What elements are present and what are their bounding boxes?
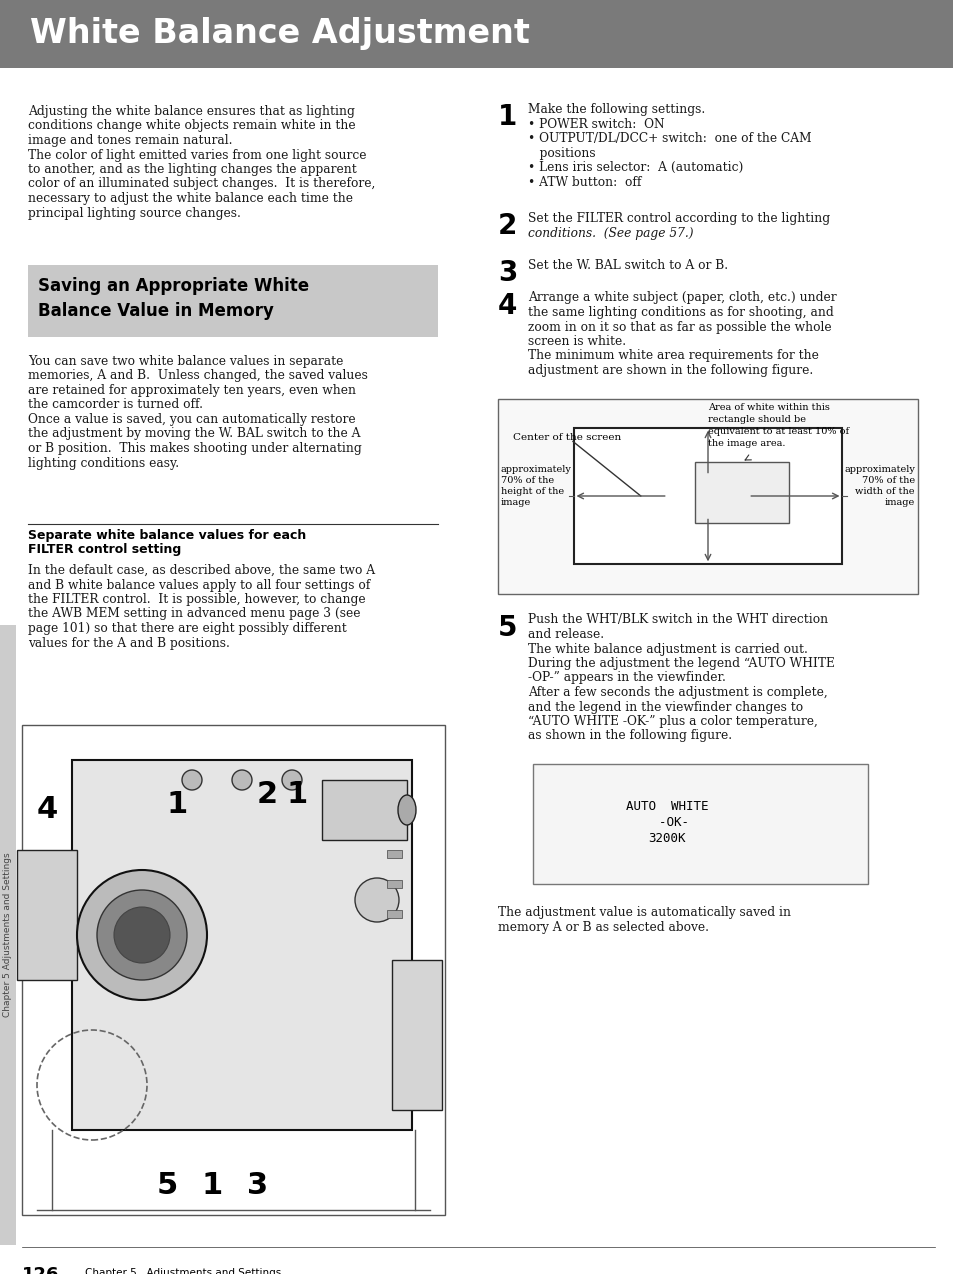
Text: approximately
70% of the
height of the
image: approximately 70% of the height of the i… [500,465,571,507]
Text: and B white balance values apply to all four settings of: and B white balance values apply to all … [28,578,370,591]
Text: 4: 4 [37,795,58,824]
Text: and release.: and release. [527,628,603,641]
Circle shape [182,769,202,790]
Text: 5: 5 [497,614,517,642]
Text: Chapter 5   Adjustments and Settings: Chapter 5 Adjustments and Settings [85,1268,281,1274]
Text: 4: 4 [497,292,517,320]
Text: Once a value is saved, you can automatically restore: Once a value is saved, you can automatic… [28,413,355,426]
Text: • OUTPUT/DL/DCC+ switch:  one of the CAM: • OUTPUT/DL/DCC+ switch: one of the CAM [527,132,811,145]
Text: AUTO  WHITE: AUTO WHITE [625,800,707,813]
Bar [322,780,407,840]
Text: The color of light emitted varies from one light source: The color of light emitted varies from o… [28,149,366,162]
Bar [17,850,77,980]
Text: • POWER switch:  ON: • POWER switch: ON [527,117,664,130]
Text: as shown in the following figure.: as shown in the following figure. [527,730,731,743]
Text: The white balance adjustment is carried out.: The white balance adjustment is carried … [527,642,807,656]
Circle shape [355,878,398,922]
Text: 3: 3 [497,259,517,287]
Text: Push the WHT/BLK switch in the WHT direction: Push the WHT/BLK switch in the WHT direc… [527,614,827,627]
Text: You can save two white balance values in separate: You can save two white balance values in… [28,355,343,368]
Text: 2: 2 [497,211,517,240]
Circle shape [77,870,207,1000]
Text: Chapter 5 Adjustments and Settings: Chapter 5 Adjustments and Settings [4,852,12,1018]
Text: Saving an Appropriate White
Balance Value in Memory: Saving an Appropriate White Balance Valu… [38,276,309,320]
Text: Area of white within this
rectangle should be
equivalent to at least 10% of
the : Area of white within this rectangle shou… [707,404,848,448]
Text: The minimum white area requirements for the: The minimum white area requirements for … [527,349,818,363]
Text: the camcorder is turned off.: the camcorder is turned off. [28,399,203,412]
Bar [694,462,788,524]
Bar [71,761,412,1130]
Text: memory A or B as selected above.: memory A or B as selected above. [497,921,708,934]
Text: • ATW button:  off: • ATW button: off [527,176,640,189]
Text: 3200K: 3200K [648,832,685,845]
Text: Center of the screen: Center of the screen [513,433,620,442]
Text: In the default case, as described above, the same two A: In the default case, as described above,… [28,564,375,577]
Text: the same lighting conditions as for shooting, and: the same lighting conditions as for shoo… [527,306,833,318]
Text: 1: 1 [497,103,517,131]
Text: Adjusting the white balance ensures that as lighting: Adjusting the white balance ensures that… [28,104,355,118]
Text: the AWB MEM setting in advanced menu page 3 (see: the AWB MEM setting in advanced menu pag… [28,608,360,620]
Circle shape [232,769,252,790]
Text: the adjustment by moving the W. BAL switch to the A: the adjustment by moving the W. BAL swit… [28,428,360,441]
Text: 1: 1 [167,790,188,819]
Bar [497,399,917,594]
Text: screen is white.: screen is white. [527,335,625,348]
Text: 1: 1 [287,780,308,809]
Text: color of an illuminated subject changes.  It is therefore,: color of an illuminated subject changes.… [28,177,375,191]
Text: Make the following settings.: Make the following settings. [527,103,704,116]
Text: • Lens iris selector:  A (automatic): • Lens iris selector: A (automatic) [527,161,742,175]
Text: memories, A and B.  Unless changed, the saved values: memories, A and B. Unless changed, the s… [28,369,368,382]
Text: positions: positions [527,147,595,159]
Bar [387,880,401,888]
Bar [28,265,437,338]
Text: the FILTER control.  It is possible, however, to change: the FILTER control. It is possible, howe… [28,592,365,606]
Text: 1: 1 [202,1171,223,1200]
Text: zoom in on it so that as far as possible the whole: zoom in on it so that as far as possible… [527,321,831,334]
Bar [533,764,867,884]
Text: After a few seconds the adjustment is complete,: After a few seconds the adjustment is co… [527,685,827,699]
Bar [392,961,441,1110]
Text: White Balance Adjustment: White Balance Adjustment [30,18,529,51]
Text: are retained for approximately ten years, even when: are retained for approximately ten years… [28,383,355,397]
Text: Set the W. BAL switch to A or B.: Set the W. BAL switch to A or B. [527,259,727,273]
Circle shape [282,769,302,790]
Text: Arrange a white subject (paper, cloth, etc.) under: Arrange a white subject (paper, cloth, e… [527,292,836,304]
Circle shape [113,907,170,963]
Bar [573,428,841,564]
Text: During the adjustment the legend “AUTO WHITE: During the adjustment the legend “AUTO W… [527,657,834,670]
Text: approximately
70% of the
width of the
image: approximately 70% of the width of the im… [843,465,914,507]
Text: to another, and as the lighting changes the apparent: to another, and as the lighting changes … [28,163,356,176]
Text: necessary to adjust the white balance each time the: necessary to adjust the white balance ea… [28,192,353,205]
Text: FILTER control setting: FILTER control setting [28,543,181,555]
Text: 5: 5 [157,1171,178,1200]
Text: and the legend in the viewfinder changes to: and the legend in the viewfinder changes… [527,701,802,713]
Text: “AUTO WHITE -OK-” plus a color temperature,: “AUTO WHITE -OK-” plus a color temperatu… [527,715,817,727]
Text: conditions.  (See page 57.): conditions. (See page 57.) [527,227,693,240]
Ellipse shape [397,795,416,826]
Text: 3: 3 [247,1171,268,1200]
Text: values for the A and B positions.: values for the A and B positions. [28,637,230,650]
Circle shape [97,891,187,980]
Bar [387,910,401,919]
Text: image and tones remain natural.: image and tones remain natural. [28,134,233,147]
Text: principal lighting source changes.: principal lighting source changes. [28,206,240,219]
Bar [0,626,16,1245]
Text: conditions change white objects remain white in the: conditions change white objects remain w… [28,120,355,132]
Bar [0,0,953,68]
Text: adjustment are shown in the following figure.: adjustment are shown in the following fi… [527,364,812,377]
Text: 2: 2 [256,780,278,809]
Text: 126: 126 [22,1266,59,1274]
Text: -OK-: -OK- [644,817,689,829]
Text: Separate white balance values for each: Separate white balance values for each [28,529,306,541]
Bar [22,725,444,1215]
Text: Set the FILTER control according to the lighting: Set the FILTER control according to the … [527,211,829,225]
Text: page 101) so that there are eight possibly different: page 101) so that there are eight possib… [28,622,346,634]
Text: or B position.  This makes shooting under alternating: or B position. This makes shooting under… [28,442,361,455]
Text: lighting conditions easy.: lighting conditions easy. [28,456,179,470]
Text: -OP-” appears in the viewfinder.: -OP-” appears in the viewfinder. [527,671,725,684]
Bar [387,850,401,857]
Text: The adjustment value is automatically saved in: The adjustment value is automatically sa… [497,906,790,919]
